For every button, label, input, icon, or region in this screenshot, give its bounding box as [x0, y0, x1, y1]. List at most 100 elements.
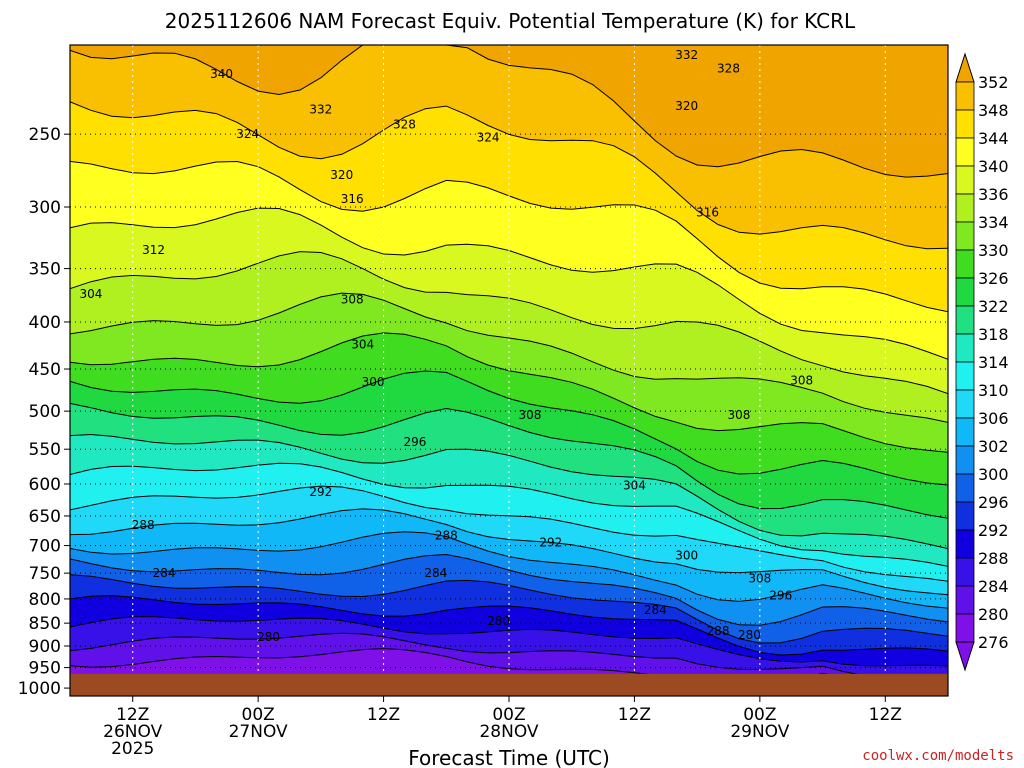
contour-label: 308 [790, 373, 813, 387]
y-tick-label: 1000 [18, 679, 61, 699]
contour-labels: 340 332 328 332 328 324 324 320 320 316 316 312 304 3… [79, 48, 813, 644]
contour-label: 324 [236, 127, 259, 141]
ground-below-surface [70, 673, 948, 696]
contour-label: 320 [330, 168, 353, 182]
y-tick-label: 450 [29, 360, 61, 380]
colorbar-label: 336 [978, 185, 1009, 204]
colorbar-swatch [955, 417, 975, 447]
x-tick-label: 12Z [116, 705, 149, 725]
colorbar-swatch [955, 585, 975, 615]
x-tick-date: 27NOV [229, 722, 288, 742]
y-tick-label: 900 [29, 637, 61, 657]
colorbar-label: 340 [978, 157, 1009, 176]
y-tick-label: 250 [29, 125, 61, 145]
colorbar-swatch [955, 473, 975, 503]
contour-label: 284 [153, 566, 176, 580]
colorbar-label: 330 [978, 241, 1009, 260]
colorbar-swatch [955, 109, 975, 139]
colorbar-label: 288 [978, 549, 1009, 568]
colorbar-swatch [955, 305, 975, 335]
contour-label: 304 [623, 478, 646, 492]
x-tick-label: 12Z [869, 705, 902, 725]
contour-label: 280 [257, 630, 280, 644]
y-tick-label: 500 [29, 402, 61, 422]
colorbar-label: 326 [978, 269, 1009, 288]
colorbar-arrow-top [955, 52, 975, 83]
contour-label: 332 [675, 48, 698, 62]
colorbar-arrow-bottom [955, 641, 975, 672]
contour-label: 340 [210, 67, 233, 81]
contour-label: 308 [341, 292, 364, 306]
x-tick-year: 2025 [111, 739, 154, 759]
colorbar-label: 310 [978, 381, 1009, 400]
contour-line [70, 370, 948, 486]
y-tick-label: 850 [29, 614, 61, 634]
contour-line [70, 402, 948, 519]
x-tick-date: 26NOV [103, 722, 162, 742]
contour-label: 280 [738, 628, 761, 642]
contour-label: 300 [362, 375, 385, 389]
contour-label: 288 [435, 529, 458, 543]
contour-label: 288 [707, 624, 730, 638]
contour-label: 328 [393, 117, 416, 131]
contour-label: 300 [675, 549, 698, 563]
contour-label: 296 [769, 588, 792, 602]
colorbar-label: 280 [978, 605, 1009, 624]
colorbar-swatch [955, 249, 975, 279]
colorbar-label: 314 [978, 353, 1009, 372]
y-tick-label: 950 [29, 659, 61, 679]
x-tick-label: 12Z [367, 705, 400, 725]
contour-line [70, 553, 948, 626]
contour-label: 304 [79, 287, 102, 301]
colorbar-label: 352 [978, 73, 1009, 92]
colorbar-swatch [955, 557, 975, 587]
colorbar-label: 284 [978, 577, 1009, 596]
y-tick-label: 750 [29, 564, 61, 584]
colorbar-label: 296 [978, 493, 1009, 512]
contour-label: 284 [644, 603, 667, 617]
colorbar-swatch [955, 389, 975, 419]
y-tick-label: 700 [29, 537, 61, 557]
y-axis-pressure: 250 300 350 400 450 500 550 600 650 700 750 800 850 9… [18, 125, 70, 699]
x-tick-label: 12Z [618, 705, 651, 725]
contour-label: 308 [727, 408, 750, 422]
colorbar-swatch [955, 221, 975, 251]
contour-label: 332 [309, 102, 332, 116]
contour-line [70, 616, 948, 667]
contour-label: 312 [142, 243, 165, 257]
y-tick-label: 650 [29, 507, 61, 527]
x-tick-label: 00Z [242, 705, 275, 725]
colorbar-label: 302 [978, 437, 1009, 456]
colorbar-label: 300 [978, 465, 1009, 484]
colorbar-label: 344 [978, 129, 1009, 148]
colorbar-swatch [955, 137, 975, 167]
y-tick-label: 300 [29, 198, 61, 218]
colorbar-label: 292 [978, 521, 1009, 540]
contour-line [70, 508, 948, 596]
colorbar-swatch [955, 501, 975, 531]
colorbar-label: 348 [978, 101, 1009, 120]
colorbar-label: 318 [978, 325, 1009, 344]
contour-line [70, 292, 948, 423]
colorbar-swatch [955, 613, 975, 643]
contour-label: 292 [539, 536, 562, 550]
contour-label: 292 [309, 485, 332, 499]
colorbar-label: 276 [978, 633, 1009, 652]
contour-line [70, 433, 948, 550]
contour-label: 284 [424, 566, 447, 580]
contour-label: 288 [132, 518, 155, 532]
chart-title: 2025112606 NAM Forecast Equiv. Potential… [165, 9, 856, 33]
colorbar-swatch [955, 165, 975, 195]
y-tick-label: 800 [29, 590, 61, 610]
colorbar-swatch [955, 277, 975, 307]
x-axis-title: Forecast Time (UTC) [408, 746, 610, 768]
contour-label: 324 [477, 130, 500, 144]
colorbar-swatch [955, 361, 975, 391]
x-tick-label: 00Z [743, 705, 776, 725]
y-tick-label: 550 [29, 440, 61, 460]
contour-label: 316 [341, 192, 364, 206]
contour-label: 308 [748, 571, 771, 585]
colorbar-label: 306 [978, 409, 1009, 428]
